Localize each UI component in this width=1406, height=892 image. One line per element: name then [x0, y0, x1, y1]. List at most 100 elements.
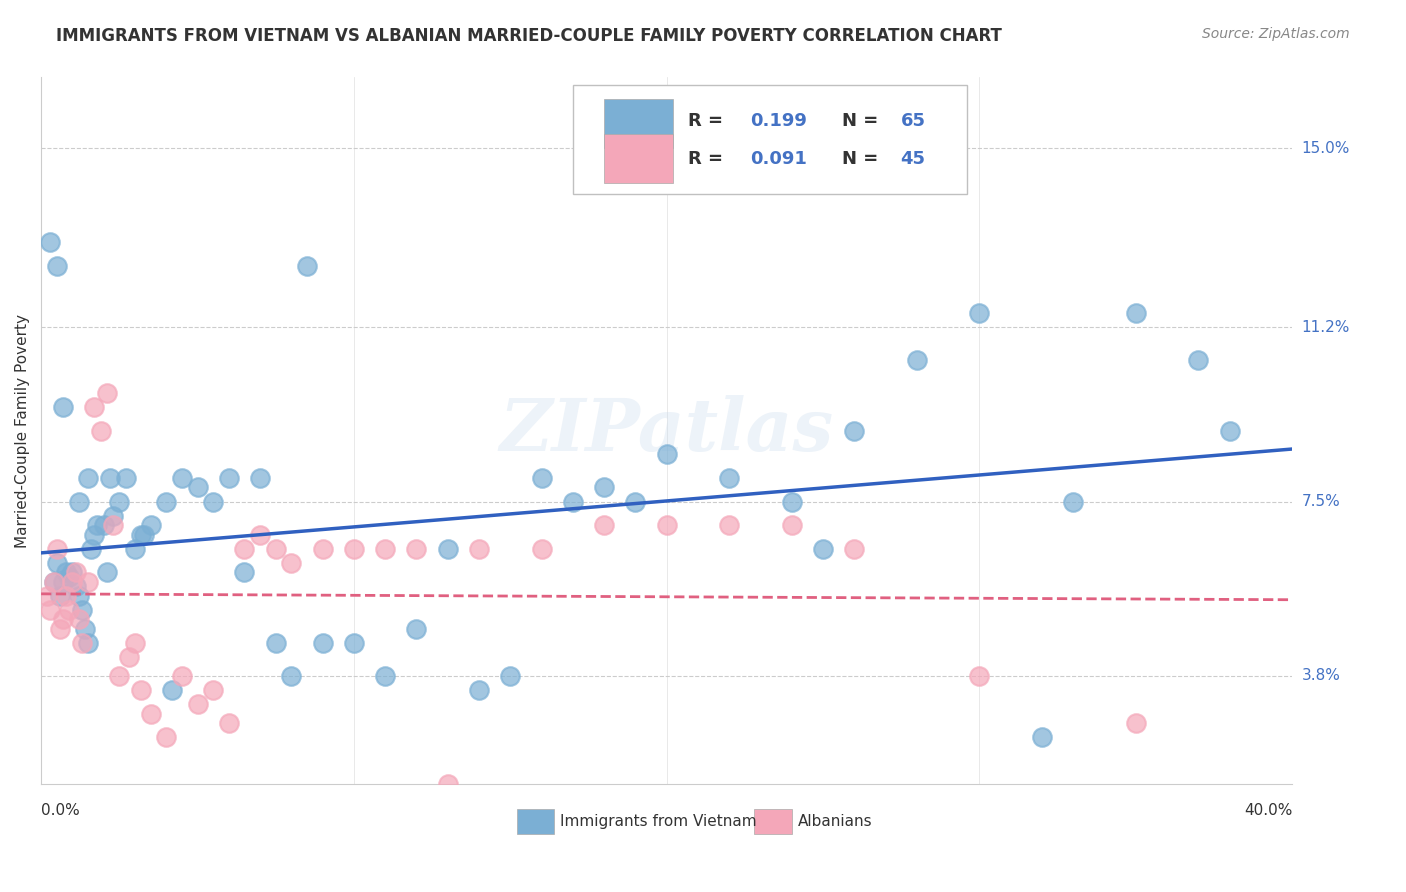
Point	[202, 494, 225, 508]
Point	[718, 518, 741, 533]
Point	[45, 541, 67, 556]
Point	[83, 527, 105, 541]
Point	[530, 541, 553, 556]
Point	[37, 589, 59, 603]
Point	[202, 683, 225, 698]
Point	[42, 574, 65, 589]
Point	[124, 541, 146, 556]
Point	[98, 471, 121, 485]
Point	[118, 650, 141, 665]
Point	[530, 471, 553, 485]
Text: 65: 65	[901, 112, 925, 130]
Point	[311, 541, 333, 556]
Point	[1125, 716, 1147, 731]
Point	[124, 636, 146, 650]
Point	[811, 541, 834, 556]
Point	[186, 480, 208, 494]
Y-axis label: Married-Couple Family Poverty: Married-Couple Family Poverty	[15, 314, 30, 548]
Point	[969, 669, 991, 683]
Point	[45, 259, 67, 273]
Point	[129, 683, 152, 698]
Point	[969, 306, 991, 320]
Point	[202, 810, 225, 824]
Point	[70, 603, 93, 617]
Point	[60, 574, 83, 589]
Point	[374, 541, 396, 556]
Point	[86, 518, 108, 533]
Point	[77, 471, 100, 485]
Point	[52, 574, 75, 589]
Point	[249, 471, 271, 485]
Point	[108, 669, 131, 683]
Point	[96, 566, 118, 580]
Point	[42, 574, 65, 589]
FancyBboxPatch shape	[605, 99, 673, 148]
Point	[264, 636, 287, 650]
Text: 0.199: 0.199	[751, 112, 807, 130]
Point	[1062, 494, 1084, 508]
Point	[264, 541, 287, 556]
Point	[45, 556, 67, 570]
Point	[1187, 353, 1209, 368]
Point	[374, 669, 396, 683]
FancyBboxPatch shape	[572, 85, 967, 194]
Point	[593, 518, 616, 533]
Point	[162, 683, 184, 698]
Point	[780, 494, 803, 508]
Point	[718, 471, 741, 485]
Point	[55, 566, 77, 580]
Point	[96, 386, 118, 401]
Point	[83, 401, 105, 415]
Point	[1125, 306, 1147, 320]
Point	[593, 480, 616, 494]
Point	[1031, 730, 1053, 744]
Point	[73, 622, 96, 636]
Point	[67, 589, 90, 603]
FancyBboxPatch shape	[605, 134, 673, 184]
Point	[101, 518, 124, 533]
Text: 7.5%: 7.5%	[1302, 494, 1340, 509]
Point	[249, 527, 271, 541]
Point	[405, 622, 427, 636]
Point	[77, 636, 100, 650]
Point	[67, 612, 90, 626]
Point	[129, 527, 152, 541]
Point	[52, 401, 75, 415]
Point	[58, 570, 80, 584]
FancyBboxPatch shape	[516, 809, 554, 834]
Point	[70, 636, 93, 650]
Text: N =: N =	[842, 112, 884, 130]
Point	[39, 603, 62, 617]
Point	[155, 730, 177, 744]
Text: R =: R =	[688, 112, 730, 130]
Text: ZIPatlas: ZIPatlas	[499, 395, 834, 467]
Point	[77, 574, 100, 589]
Point	[436, 777, 458, 791]
Point	[186, 697, 208, 711]
Point	[114, 471, 136, 485]
Point	[561, 494, 583, 508]
Point	[624, 494, 647, 508]
Text: R =: R =	[688, 150, 730, 168]
Point	[280, 556, 302, 570]
Text: Immigrants from Vietnam: Immigrants from Vietnam	[561, 814, 756, 830]
Point	[139, 518, 162, 533]
Text: 0.091: 0.091	[751, 150, 807, 168]
Point	[170, 669, 193, 683]
Point	[170, 471, 193, 485]
Text: 0.0%: 0.0%	[41, 803, 80, 818]
Text: IMMIGRANTS FROM VIETNAM VS ALBANIAN MARRIED-COUPLE FAMILY POVERTY CORRELATION CH: IMMIGRANTS FROM VIETNAM VS ALBANIAN MARR…	[56, 27, 1002, 45]
Point	[844, 541, 866, 556]
Point	[280, 669, 302, 683]
Point	[405, 541, 427, 556]
Point	[655, 518, 678, 533]
Text: 40.0%: 40.0%	[1244, 803, 1292, 818]
Text: 11.2%: 11.2%	[1302, 319, 1350, 334]
Text: 15.0%: 15.0%	[1302, 141, 1350, 155]
Point	[155, 494, 177, 508]
Point	[218, 471, 240, 485]
Point	[233, 541, 256, 556]
Point	[436, 541, 458, 556]
Text: Source: ZipAtlas.com: Source: ZipAtlas.com	[1202, 27, 1350, 41]
FancyBboxPatch shape	[754, 809, 792, 834]
